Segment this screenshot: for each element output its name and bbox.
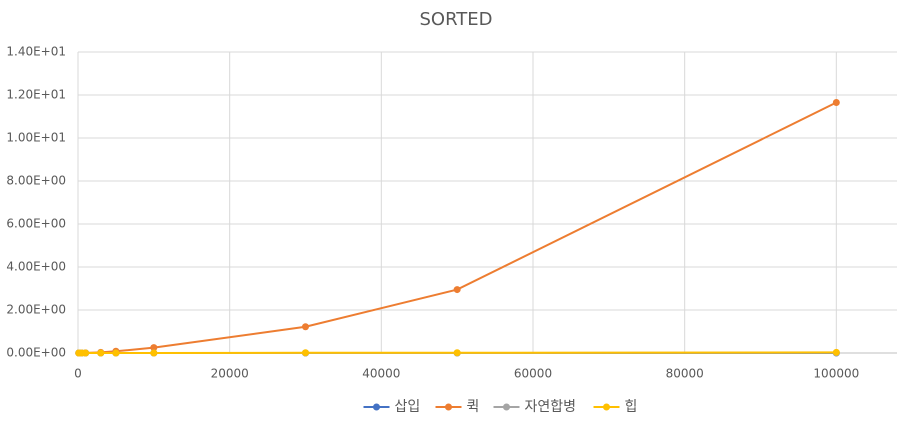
point <box>302 349 309 357</box>
chart-title: SORTED <box>419 9 492 30</box>
legend-marker <box>445 403 452 411</box>
series-line <box>78 101 837 354</box>
x-tick-label: 80000 <box>666 367 704 381</box>
point <box>82 349 90 357</box>
point <box>453 286 461 294</box>
point <box>150 344 158 352</box>
x-tick-label: 20000 <box>211 367 249 381</box>
legend-label: 자연합병 <box>525 399 577 415</box>
point <box>97 349 105 357</box>
y-tick-label: 2.00E+00 <box>6 303 66 317</box>
y-tick-label: 1.00E+01 <box>6 131 66 145</box>
y-tick-label: 1.20E+01 <box>6 88 66 102</box>
legend-label: 퀵 <box>467 399 480 415</box>
point <box>832 99 840 107</box>
legend-marker <box>373 403 380 411</box>
point <box>112 349 120 357</box>
point <box>150 349 158 357</box>
legend-marker <box>603 403 610 411</box>
x-tick-label: 60000 <box>514 367 552 381</box>
y-tick-label: 6.00E+00 <box>6 217 66 231</box>
y-tick-label: 0.00E+00 <box>6 346 66 360</box>
point <box>302 323 309 331</box>
legend-marker <box>503 403 510 411</box>
point <box>453 349 461 357</box>
point <box>832 348 840 356</box>
x-tick-label: 100000 <box>813 367 859 381</box>
y-tick-label: 4.00E+00 <box>6 260 66 274</box>
legend-label: 힙 <box>625 399 638 415</box>
x-tick-label: 40000 <box>362 367 400 381</box>
y-tick-label: 1.40E+01 <box>6 45 66 59</box>
legend-label: 삽입 <box>395 399 421 415</box>
y-tick-label: 8.00E+00 <box>6 174 66 188</box>
x-tick-label: 0 <box>74 367 82 381</box>
